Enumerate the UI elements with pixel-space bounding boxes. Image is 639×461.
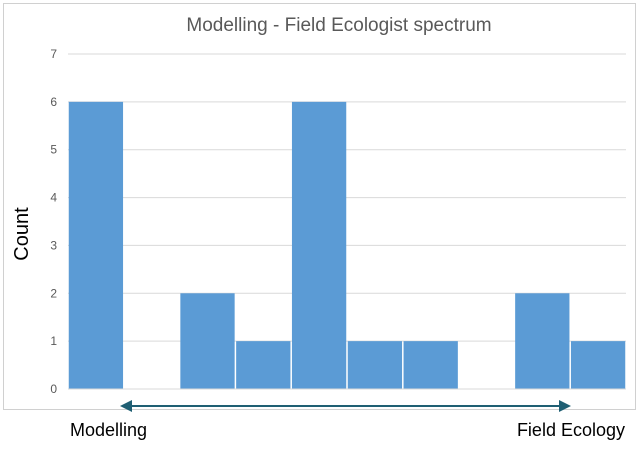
bar bbox=[180, 293, 235, 389]
y-tick-label: 1 bbox=[50, 334, 57, 348]
spectrum-left-label: Modelling bbox=[70, 420, 147, 440]
y-axis-label: Count bbox=[11, 207, 33, 261]
y-tick-labels: 0 1 2 3 4 5 6 7 bbox=[50, 47, 57, 396]
spectrum-arrow bbox=[120, 400, 571, 412]
y-tick-label: 4 bbox=[50, 191, 57, 205]
y-tick-label: 0 bbox=[50, 382, 57, 396]
bar bbox=[403, 341, 458, 389]
y-tick-label: 3 bbox=[50, 238, 57, 252]
spectrum-arrow-left-head bbox=[120, 400, 132, 412]
y-tick-label: 2 bbox=[50, 286, 57, 300]
spectrum-arrow-right-head bbox=[559, 400, 571, 412]
bar bbox=[68, 101, 124, 389]
bar bbox=[291, 101, 347, 389]
y-tick-label: 7 bbox=[50, 47, 57, 61]
bar bbox=[515, 293, 570, 389]
bar bbox=[570, 341, 626, 389]
bars bbox=[68, 101, 626, 389]
y-tick-label: 5 bbox=[50, 143, 57, 157]
chart-title: Modelling - Field Ecologist spectrum bbox=[186, 15, 491, 36]
spectrum-right-label: Field Ecology bbox=[517, 420, 625, 440]
bar bbox=[236, 341, 291, 389]
y-tick-label: 6 bbox=[50, 95, 57, 109]
bar bbox=[347, 341, 403, 389]
